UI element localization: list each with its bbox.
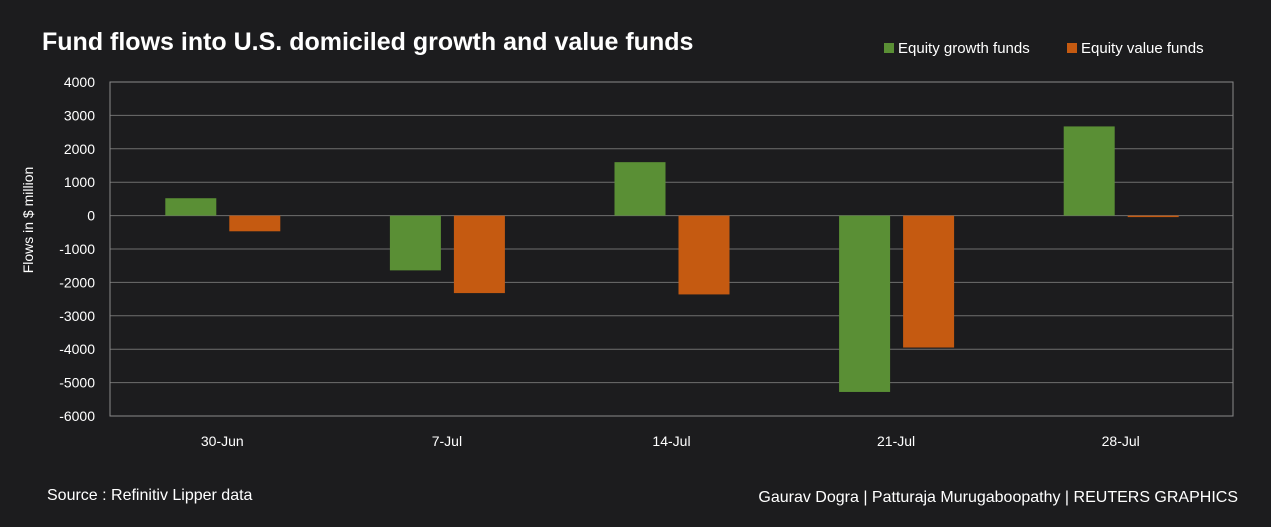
legend-swatch-value (1067, 43, 1077, 53)
x-tick-label: 14-Jul (652, 433, 690, 449)
legend-swatch-growth (884, 43, 894, 53)
x-tick-label: 7-Jul (432, 433, 462, 449)
y-tick-label: 3000 (64, 107, 95, 123)
x-tick-label: 21-Jul (877, 433, 915, 449)
bar-value-7-Jul (453, 215, 505, 294)
bar-growth-30-Jun (165, 198, 217, 216)
source-note: Source : Refinitiv Lipper data (47, 487, 253, 504)
x-axis-ticks: 30-Jun 7-Jul 14-Jul 21-Jul 28-Jul (201, 433, 1140, 449)
bars (165, 126, 1179, 392)
y-tick-label: -3000 (59, 308, 95, 324)
y-axis-title: Flows in $ million (20, 167, 36, 274)
y-tick-label: -2000 (59, 274, 95, 290)
bar-growth-7-Jul (389, 215, 441, 271)
bar-growth-28-Jul (1063, 126, 1115, 216)
y-tick-label: -5000 (59, 375, 95, 391)
bar-value-21-Jul (903, 215, 955, 348)
bar-value-30-Jun (229, 215, 281, 232)
bar-growth-21-Jul (839, 215, 891, 392)
bar-growth-14-Jul (614, 162, 666, 216)
y-tick-label: 1000 (64, 174, 95, 190)
y-tick-label: 2000 (64, 141, 95, 157)
y-axis-ticks: 4000 3000 2000 1000 0 -1000 -2000 -3000 -4000 -50… (59, 74, 95, 424)
y-tick-label: -1000 (59, 241, 95, 257)
plot-frame (109, 81, 1234, 417)
bar-value-14-Jul (678, 215, 730, 295)
x-tick-label: 28-Jul (1102, 433, 1140, 449)
y-tick-label: 4000 (64, 74, 95, 90)
y-tick-label: 0 (87, 208, 95, 224)
credit-line: Gaurav Dogra | Patturaja Murugaboopathy … (758, 489, 1238, 506)
chart-title: Fund flows into U.S. domiciled growth an… (42, 28, 693, 56)
legend: Equity growth funds Equity value funds (884, 40, 1204, 57)
y-tick-label: -4000 (59, 341, 95, 357)
legend-label-value: Equity value funds (1081, 40, 1204, 57)
x-tick-label: 30-Jun (201, 433, 244, 449)
bar-value-28-Jul (1127, 215, 1179, 218)
y-tick-label: -6000 (59, 408, 95, 424)
legend-label-growth: Equity growth funds (898, 40, 1030, 57)
